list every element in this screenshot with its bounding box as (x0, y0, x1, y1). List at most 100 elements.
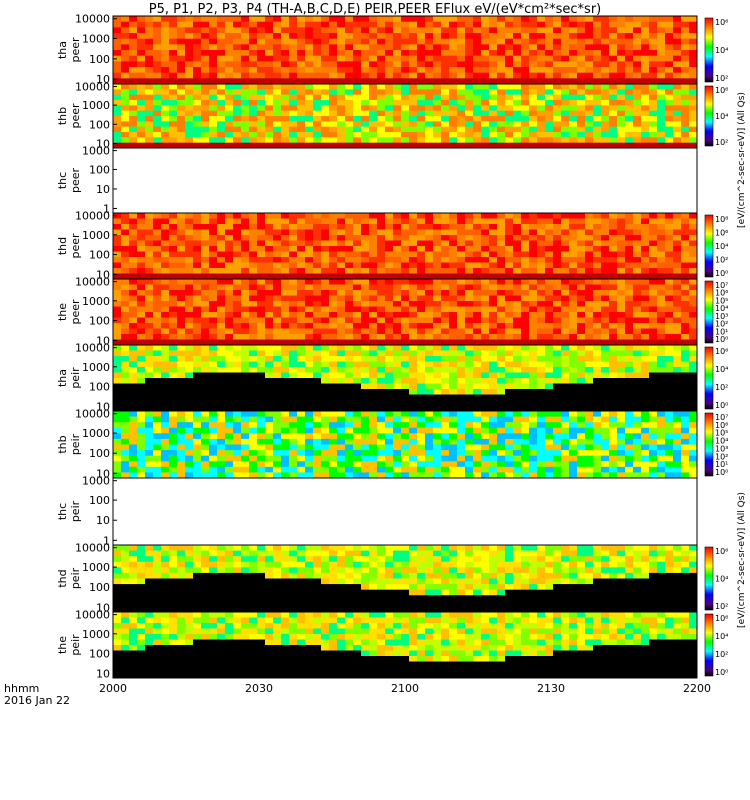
colorbar-the-peir (704, 613, 714, 677)
y-tick-label: 1 (103, 534, 110, 547)
panel-probe-label: tha (56, 369, 69, 387)
panel-thd-peer: 10⁸ 10⁶ 10⁴ 10² 10⁰ 10 100 1000 10000 thd peer (56, 210, 728, 282)
colorbar-tick-label: 10⁴ (715, 365, 728, 374)
colorbar-tick-label: 10² (715, 383, 728, 392)
colorbar-tick-label: 10⁴ (715, 46, 728, 55)
panel-species-label: peer (69, 299, 82, 325)
colorbar-tick-label: 10⁷ (715, 281, 728, 290)
colorbar-tick-label: 10³ (715, 444, 728, 453)
colorbar-tick-label: 10⁰ (715, 468, 728, 477)
colorbar-tick-label: 10⁶ (715, 86, 728, 95)
colorbar-thb-peer (704, 85, 714, 147)
colorbar-tick-label: 10⁴ (715, 112, 728, 121)
y-tick-label: 100 (89, 494, 110, 507)
colorbar-unit-label-peir: [eV/(cm^2-sec-sr-eV)] (All Qs) (737, 492, 747, 628)
y-tick-label: 10 (96, 467, 110, 480)
y-tick-label: 1000 (82, 32, 110, 45)
y-tick-label: 10000 (75, 609, 110, 622)
y-tick-label: 1 (103, 202, 110, 215)
x-tick-label: 2000 (99, 682, 127, 695)
y-tick-label: 100 (89, 581, 110, 594)
y-tick-label: 1000 (82, 295, 110, 308)
y-tick-label: 10000 (75, 408, 110, 421)
y-tick-label: 10 (96, 601, 110, 614)
y-tick-label: 10000 (75, 210, 110, 223)
x-axis-label-date: 2016 Jan 22 (4, 694, 70, 707)
panel-species-label: peer (69, 37, 82, 63)
y-tick-label: 10 (96, 138, 110, 151)
panel-probe-label: thc (56, 503, 69, 520)
colorbar-tha-peir (704, 346, 714, 410)
colorbar-tick-label: 10² (715, 452, 728, 461)
colorbar-tick-label: 10² (715, 602, 728, 611)
y-tick-label: 10 (96, 667, 110, 680)
y-tick-label: 10 (96, 334, 110, 347)
panel-thb-peer: 10⁶ 10⁴ 10² 10 100 1000 10000 thb peer (56, 81, 728, 151)
y-tick-label: 100 (89, 163, 110, 176)
colorbar-tick-label: 10⁶ (715, 614, 728, 623)
y-tick-label: 10000 (75, 13, 110, 26)
y-tick-label: 10 (96, 514, 110, 527)
colorbar-tick-label: 10⁴ (715, 437, 728, 446)
colorbar-tick-label: 10² (715, 256, 728, 265)
colorbar-tick-label: 10⁸ (715, 215, 728, 224)
y-tick-label: 10000 (75, 542, 110, 555)
panel-species-label: peer (69, 233, 82, 259)
colorbar-tick-label: 10⁵ (715, 296, 728, 305)
y-tick-label: 10 (96, 400, 110, 413)
panel-the-peir: 10⁶ 10⁴ 10² 10⁰ 10 100 1000 10000 the peir (56, 609, 728, 681)
colorbar-the-peer (704, 280, 714, 344)
colorbar-tick-label: 10¹ (715, 460, 728, 469)
colorbar-tick-label: 10⁶ (715, 289, 728, 298)
panel-thc-peir: 1 10 100 1000 thc peir (56, 475, 698, 547)
y-tick-label: 10 (96, 183, 110, 196)
y-tick-label: 1000 (82, 475, 110, 488)
y-tick-label: 100 (89, 648, 110, 661)
y-tick-label: 10 (96, 73, 110, 86)
y-tick-label: 10 (96, 268, 110, 281)
panel-thc-peer: 1 10 100 1000 thc peer (56, 145, 698, 215)
colorbar-tick-label: 10⁴ (715, 632, 728, 641)
y-tick-label: 100 (89, 381, 110, 394)
colorbar-tick-label: 10⁶ (715, 347, 728, 356)
panel-tha-peir: 10⁶ 10⁴ 10² 10⁰ 10 100 1000 10000 tha peir (56, 342, 728, 414)
colorbar-tick-label: 10⁵ (715, 429, 728, 438)
panel-species-label: peer (69, 103, 82, 129)
y-tick-label: 100 (89, 53, 110, 66)
y-tick-label: 10000 (75, 81, 110, 94)
y-tick-label: 1000 (82, 427, 110, 440)
panel-species-label: peir (69, 634, 82, 656)
colorbar-tick-label: 10⁶ (715, 229, 728, 238)
x-tick-label: 2200 (683, 682, 711, 695)
panel-probe-label: thd (56, 237, 69, 255)
colorbar-tick-label: 10⁶ (715, 18, 728, 27)
colorbar-tick-label: 10⁴ (715, 242, 728, 251)
colorbar-tick-label: 10² (715, 138, 728, 147)
panel-probe-label: the (56, 636, 69, 654)
y-tick-label: 10000 (75, 342, 110, 355)
y-tick-label: 1000 (82, 229, 110, 242)
y-tick-label: 100 (89, 447, 110, 460)
colorbar-tick-label: 10⁶ (715, 421, 728, 430)
y-tick-label: 100 (89, 249, 110, 262)
colorbar-tick-label: 10⁷ (715, 413, 728, 422)
page-title: P5, P1, P2, P3, P4 (TH-A,B,C,D,E) PEIR,P… (148, 2, 602, 17)
colorbar-tick-label: 10⁰ (715, 401, 728, 410)
panel-probe-label: the (56, 303, 69, 321)
colorbar-tick-label: 10³ (715, 312, 728, 321)
panel-tha-peer: 10⁶ 10⁴ 10² 10 100 1000 10000 tha peer (56, 13, 728, 87)
panel-thd-peir: 10⁶ 10⁴ 10² 10 100 1000 10000 thd peir (56, 542, 728, 615)
y-tick-label: 1000 (82, 561, 110, 574)
colorbar-tick-label: 10² (715, 650, 728, 659)
y-tick-label: 100 (89, 315, 110, 328)
colorbar-thd-peer (704, 214, 714, 278)
panel-species-label: peir (69, 433, 82, 455)
colorbar-thb-peir (704, 412, 714, 477)
x-tick-label: 2130 (537, 682, 565, 695)
colorbar-tick-label: 10⁴ (715, 304, 728, 313)
x-axis-label-hhmm: hhmm (4, 682, 39, 695)
x-tick-label: 2030 (245, 682, 273, 695)
colorbar-tha-peer (704, 17, 714, 83)
colorbar-tick-label: 10² (715, 320, 728, 329)
